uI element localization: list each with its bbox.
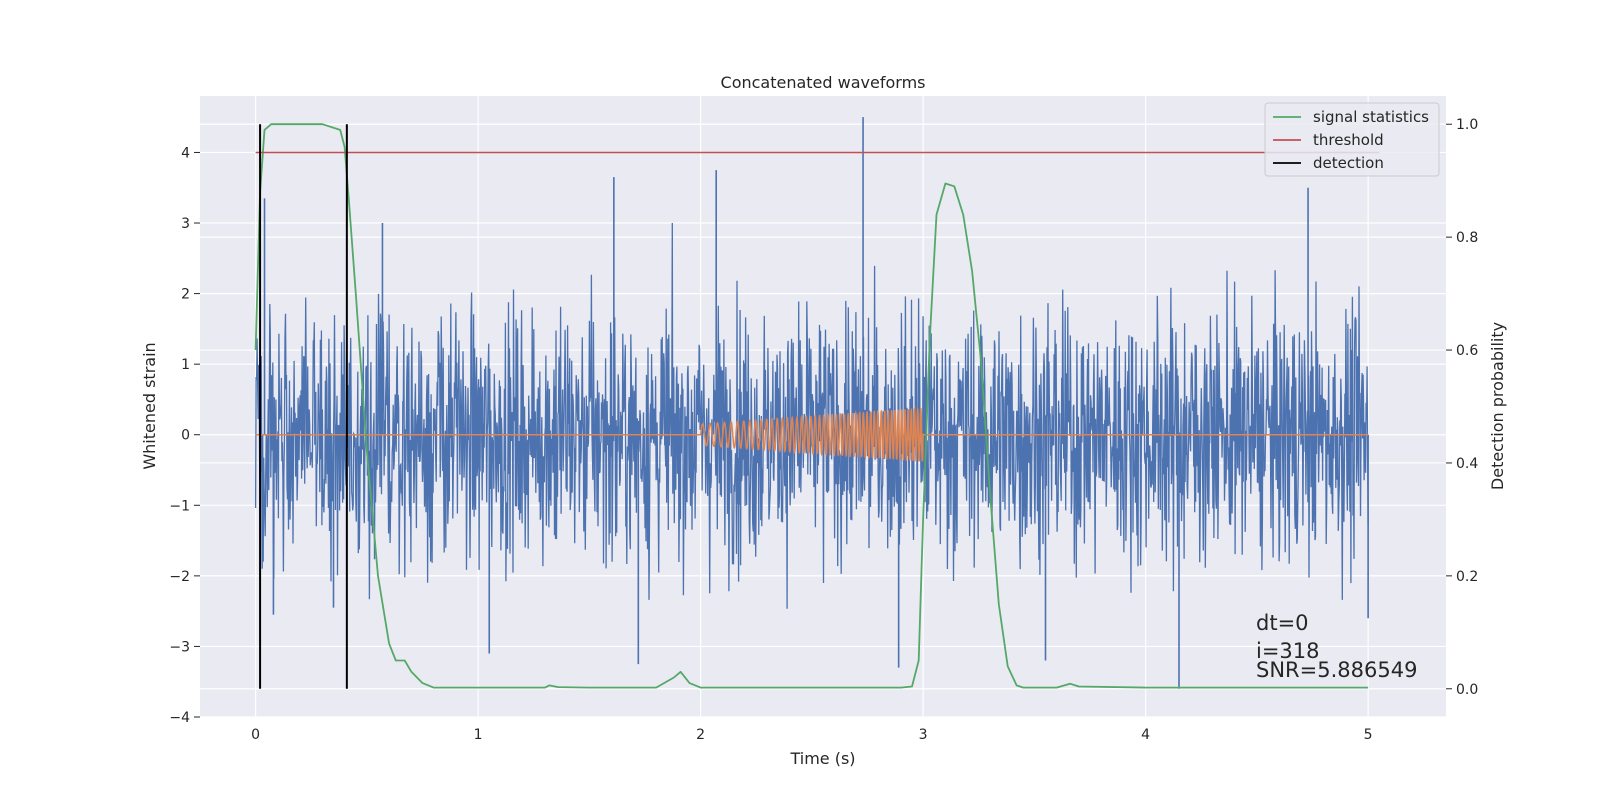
y-tick-label: −2 <box>169 569 190 585</box>
x-tick-label: 1 <box>474 727 483 743</box>
legend-box <box>1264 102 1440 177</box>
y-tick-label: 3 <box>181 216 190 232</box>
y-tick-label: 2 <box>181 287 190 303</box>
annotation-index: i=318 <box>1256 639 1320 663</box>
y2-tick-label: 0.6 <box>1456 343 1478 359</box>
x-tick-label: 5 <box>1364 727 1373 743</box>
y2-tick-label: 1.0 <box>1456 117 1478 133</box>
y-axis-label: Whitened strain <box>140 342 159 469</box>
y-tick-label: −4 <box>169 710 190 726</box>
y-tick-label: 1 <box>181 357 190 373</box>
legend-label-signal-statistics: signal statistics <box>1313 108 1429 126</box>
x-tick-label: 0 <box>251 727 260 743</box>
series-chirp-line <box>255 405 1369 462</box>
x-tick-label: 4 <box>1141 727 1150 743</box>
y2-tick-label: 0.2 <box>1456 569 1478 585</box>
ticks: 0 1 2 3 4 5 −4 −3 −2 −1 0 1 2 3 4 0.0 0.2 0.4 0.6 0.8 1.0 <box>169 117 1478 743</box>
legend-label-threshold: threshold <box>1313 131 1384 149</box>
data-layer <box>254 117 1380 689</box>
legend-label-detection: detection <box>1313 154 1384 172</box>
chart-title: Concatenated waveforms <box>721 73 926 92</box>
y2-tick-label: 0.8 <box>1456 230 1478 246</box>
x-tick-label: 3 <box>919 727 928 743</box>
y-tick-label: 4 <box>181 145 190 161</box>
legend: signal statistics threshold detection <box>1264 102 1440 177</box>
y-tick-label: −3 <box>169 639 190 655</box>
y2-tick-label: 0.4 <box>1456 456 1478 472</box>
y-tick-label: −1 <box>169 498 190 514</box>
y-tick-label: 0 <box>181 428 190 444</box>
x-axis-label: Time (s) <box>789 749 855 768</box>
annotation-snr: SNR=5.886549 <box>1256 658 1417 682</box>
y2-axis-label: Detection probability <box>1488 322 1507 490</box>
annotation-block: dt=0 i=318 SNR=5.886549 <box>1256 611 1417 682</box>
annotation-dt: dt=0 <box>1256 611 1309 635</box>
x-tick-label: 2 <box>696 727 705 743</box>
y2-tick-label: 0.0 <box>1456 682 1478 698</box>
